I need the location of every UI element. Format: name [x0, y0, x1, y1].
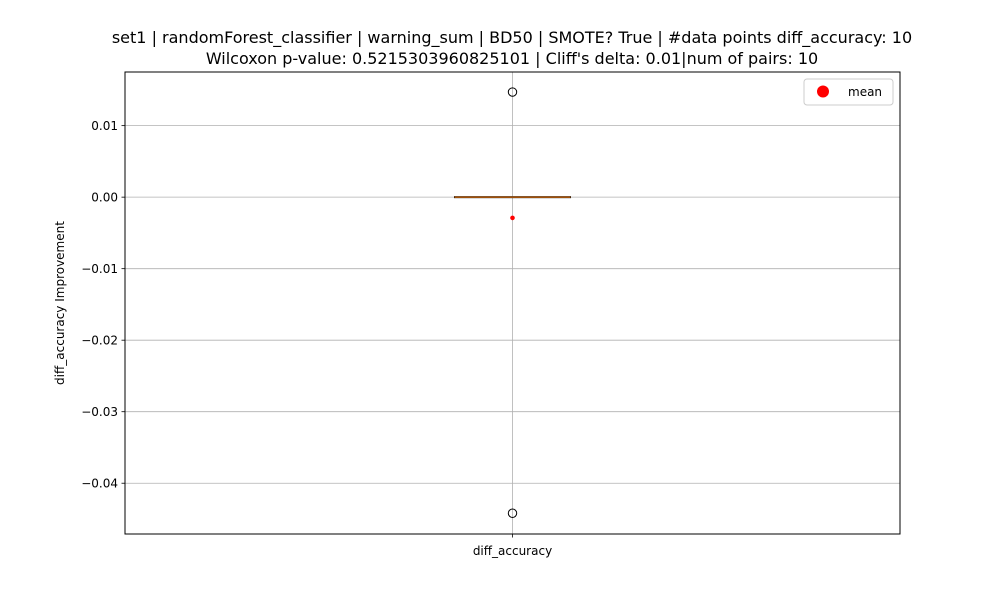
- data-layer: [454, 87, 571, 518]
- outlier-point: [507, 508, 518, 518]
- axis-layer: 0.01 0.00 −0.01 −0.02 −0.03 −0.04 diff_accurac…: [81, 119, 552, 558]
- chart-title-line-2: Wilcoxon p-value: 0.5215303960825101 | C…: [206, 49, 818, 68]
- y-axis-label: diff_accuracy Improvement: [53, 221, 67, 385]
- y-tick-label: −0.02: [81, 334, 118, 348]
- y-tick-label: −0.03: [81, 405, 118, 419]
- legend-frame: [803, 78, 894, 106]
- grid-layer: [125, 72, 900, 534]
- chart-title-line-1: set1 | randomForest_classifier | warning…: [112, 28, 912, 48]
- y-tick-label: 0.00: [91, 191, 118, 205]
- x-tick-label: diff_accuracy: [473, 544, 552, 558]
- y-tick-label: −0.01: [81, 262, 118, 276]
- mean-point: [510, 215, 515, 221]
- legend-mean-label: mean: [848, 85, 882, 99]
- legend: mean: [803, 78, 894, 106]
- outlier-point: [507, 87, 518, 97]
- legend-mean-marker: [817, 85, 829, 98]
- y-tick-label: 0.01: [91, 119, 118, 133]
- y-tick-label: −0.04: [81, 477, 118, 491]
